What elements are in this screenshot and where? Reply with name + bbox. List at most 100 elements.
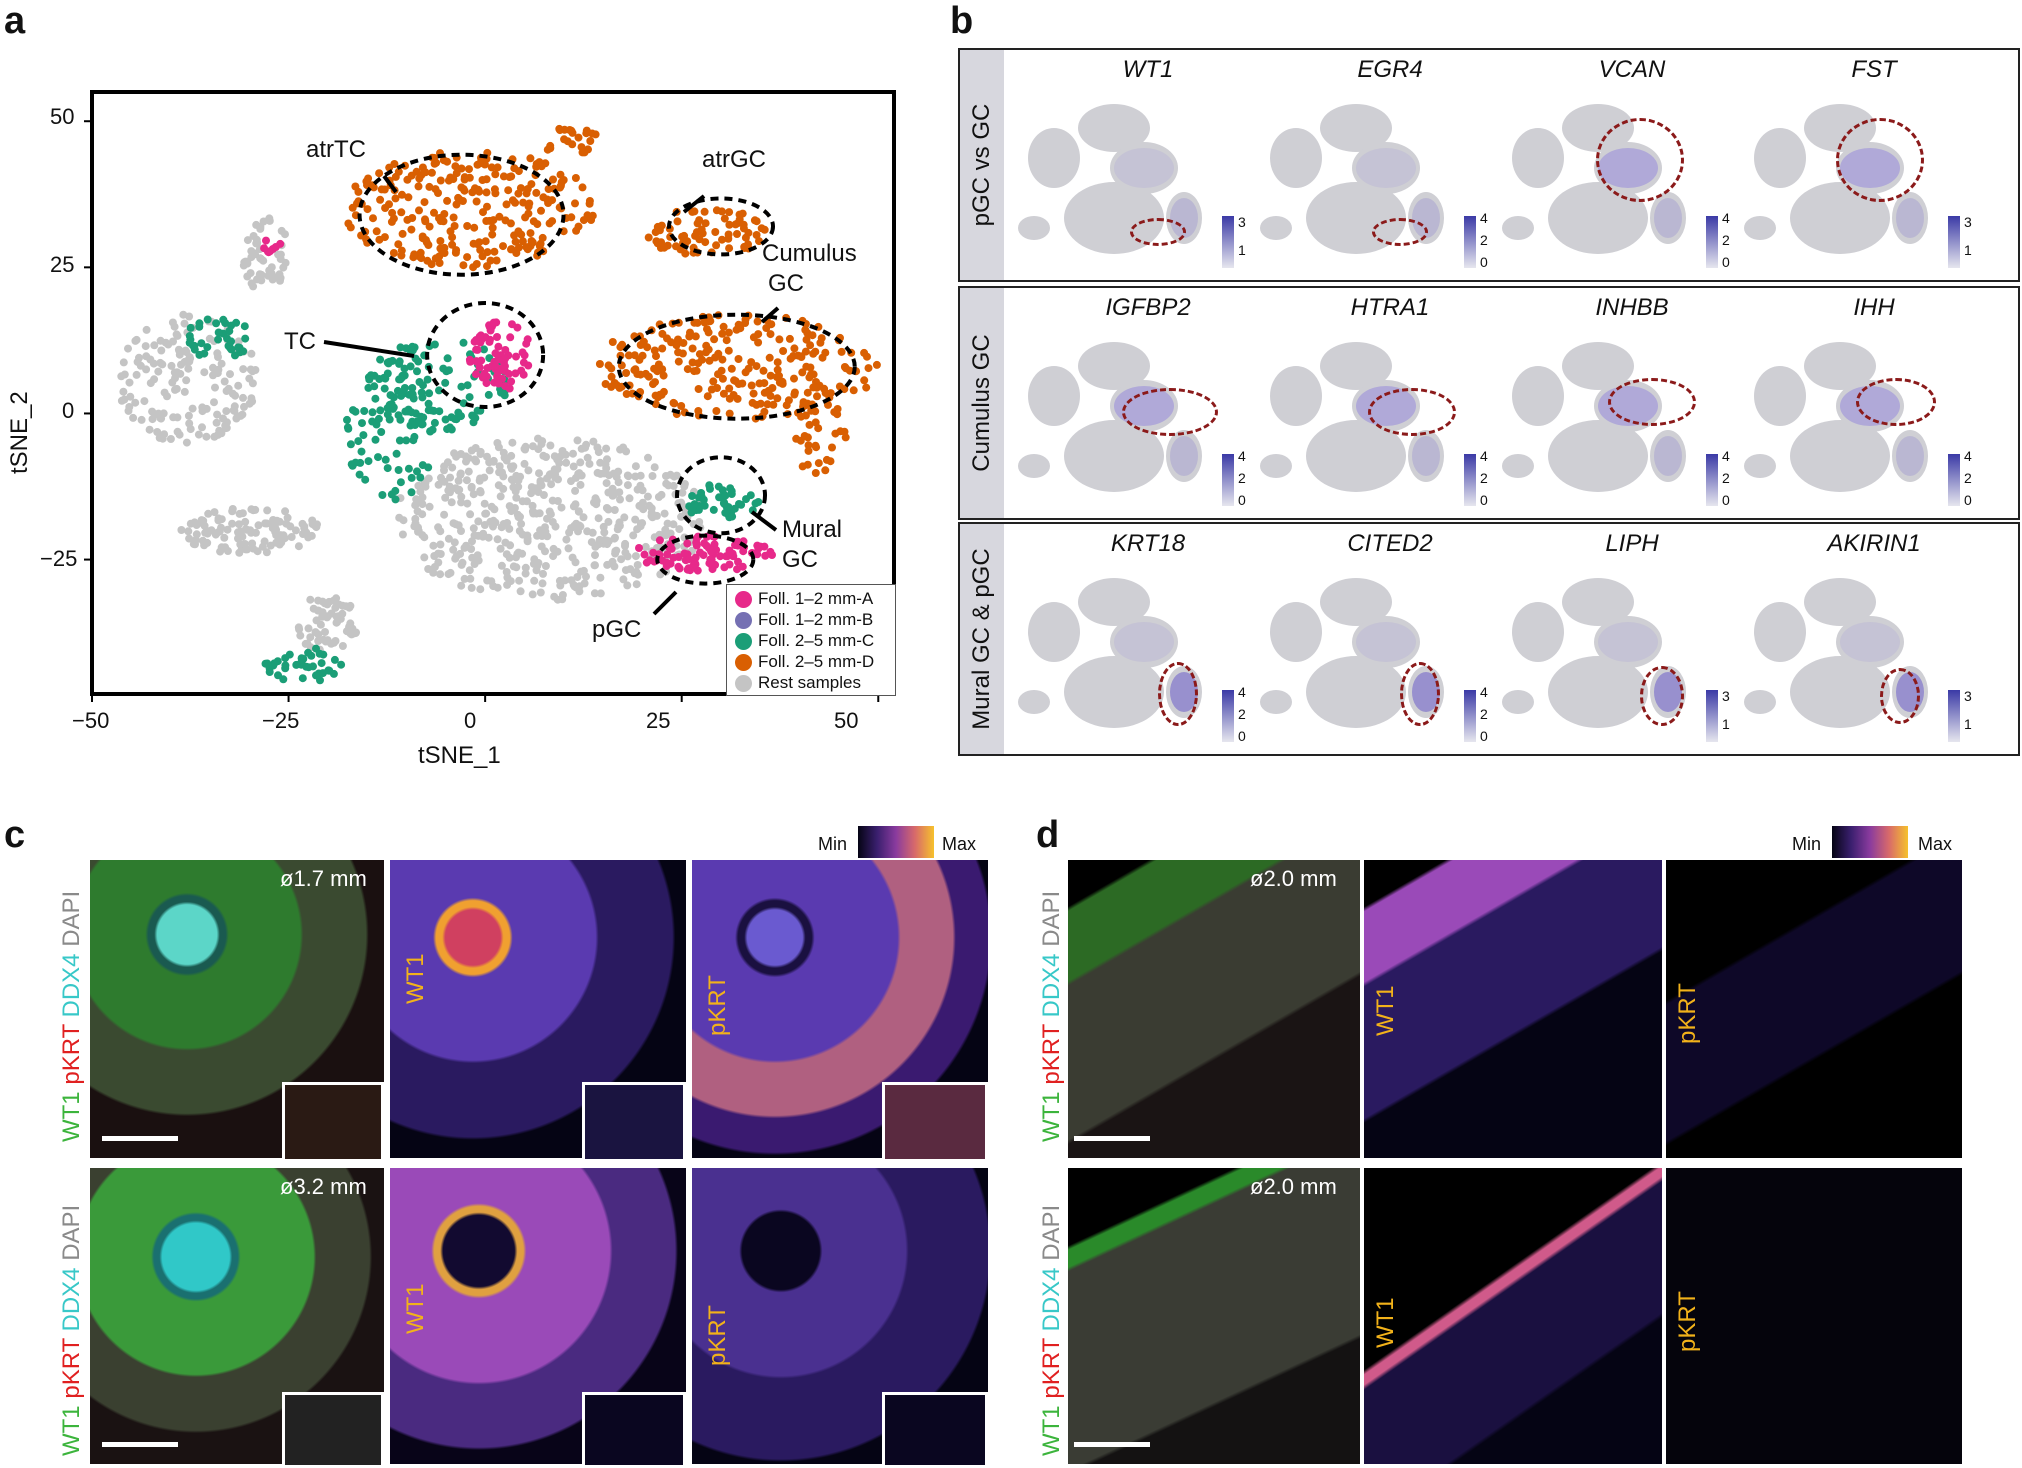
data-point	[408, 346, 417, 355]
y-tick-label: −25	[40, 546, 78, 571]
data-point	[448, 463, 457, 472]
data-point	[397, 208, 406, 217]
data-point	[173, 427, 182, 436]
data-point	[502, 568, 511, 576]
data-point	[464, 467, 473, 476]
data-point	[361, 475, 370, 484]
data-point	[432, 158, 441, 167]
data-point	[733, 541, 742, 550]
data-point	[396, 375, 405, 384]
data-point	[436, 527, 445, 536]
data-point	[515, 527, 524, 535]
data-point	[747, 381, 756, 390]
data-point	[266, 541, 275, 550]
data-point	[753, 317, 762, 326]
data-point	[550, 592, 559, 601]
data-point	[709, 505, 718, 514]
data-point	[636, 341, 645, 349]
data-point	[766, 371, 775, 380]
data-point	[718, 355, 727, 364]
data-point	[527, 237, 536, 245]
data-point	[311, 628, 320, 637]
data-point	[506, 333, 515, 342]
data-point	[317, 659, 326, 668]
data-point	[674, 562, 683, 571]
data-point	[463, 253, 472, 262]
data-point	[468, 537, 476, 546]
y-tick-label: 50	[50, 104, 75, 129]
data-point	[440, 466, 448, 475]
data-point	[765, 353, 774, 362]
data-point	[709, 377, 718, 386]
micrograph-d2-wt1	[1364, 1168, 1662, 1464]
data-point	[241, 334, 250, 343]
data-point	[466, 574, 475, 583]
data-point	[738, 562, 747, 571]
data-point	[410, 250, 419, 259]
data-point	[450, 538, 459, 547]
data-point	[164, 340, 173, 349]
data-point	[486, 326, 495, 335]
data-point	[571, 500, 580, 509]
data-point	[536, 478, 545, 487]
annotation-mural-line2: GC	[782, 546, 818, 573]
data-point	[524, 202, 533, 211]
data-point	[583, 527, 592, 536]
data-point	[575, 587, 584, 596]
data-point	[653, 367, 662, 376]
data-point	[476, 245, 485, 254]
data-point	[519, 358, 528, 367]
data-point	[470, 223, 479, 232]
data-point	[129, 413, 138, 422]
data-point	[281, 230, 289, 239]
annotation-arrow	[652, 590, 678, 616]
data-point	[790, 388, 799, 397]
expression-scale-tick: 4	[1238, 684, 1246, 700]
data-point	[657, 490, 666, 499]
feature-row-label: pGC vs GC	[960, 50, 1004, 280]
data-point	[504, 369, 513, 378]
data-point	[512, 352, 520, 361]
feature-umap-plot	[1502, 104, 1686, 254]
data-point	[543, 514, 551, 523]
data-point	[602, 444, 611, 453]
data-point	[420, 553, 429, 562]
data-point	[567, 213, 576, 222]
data-point	[418, 510, 427, 519]
expression-scale-tick: 1	[1722, 716, 1730, 732]
data-point	[239, 261, 248, 270]
data-point	[663, 519, 672, 528]
expression-scale-bar	[1706, 690, 1718, 742]
data-point	[821, 348, 830, 357]
data-point	[454, 476, 463, 485]
data-point	[376, 406, 385, 415]
data-point	[650, 463, 659, 472]
data-point	[213, 410, 222, 419]
data-point	[343, 423, 352, 432]
data-point	[577, 444, 586, 453]
data-point	[543, 532, 552, 541]
data-point	[514, 167, 523, 176]
data-point	[718, 235, 726, 244]
legend-item: Foll. 1–2 mm-B	[735, 610, 873, 630]
data-point	[654, 360, 663, 369]
legend-label: Rest samples	[758, 673, 861, 692]
data-point	[441, 493, 450, 502]
scale-bar	[102, 1442, 178, 1447]
data-point	[481, 237, 490, 246]
data-point	[491, 189, 500, 198]
data-point	[398, 530, 407, 539]
data-point	[181, 346, 190, 355]
data-point	[465, 165, 473, 174]
data-point	[465, 393, 474, 402]
data-point	[741, 319, 750, 327]
data-point	[724, 346, 733, 355]
data-point	[562, 458, 571, 467]
inset-box	[882, 1392, 988, 1468]
data-point	[374, 453, 382, 462]
x-tick-label: −25	[262, 708, 300, 733]
data-point	[314, 596, 323, 605]
data-point	[722, 336, 731, 345]
data-point	[652, 352, 660, 361]
data-point	[663, 550, 672, 559]
